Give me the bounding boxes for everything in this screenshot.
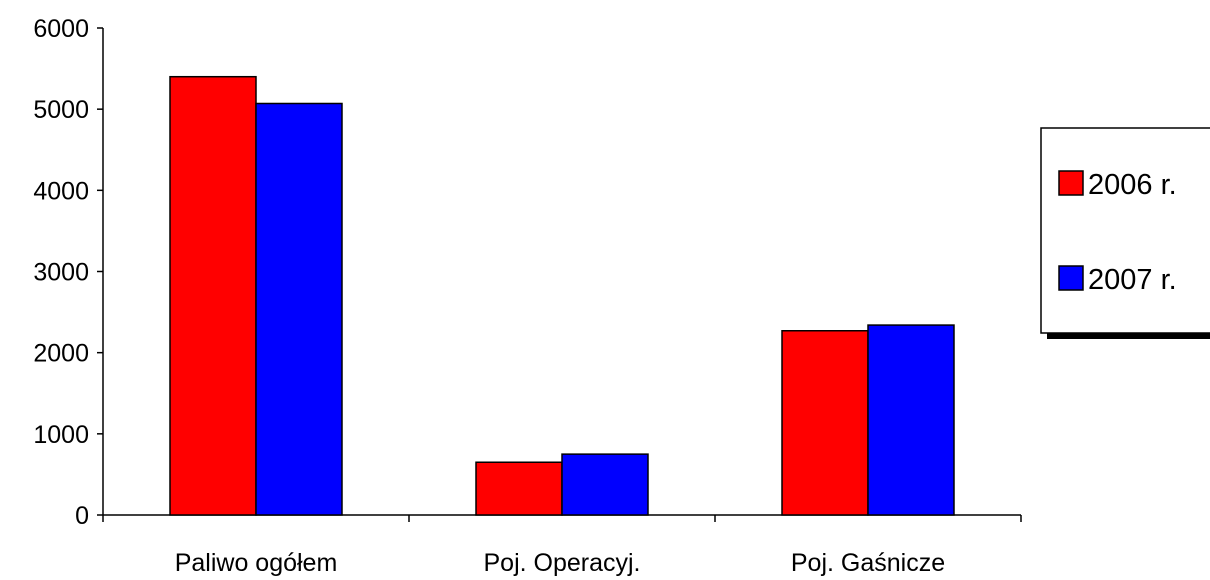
bar [561, 453, 649, 516]
legend-swatch [1058, 265, 1084, 291]
y-tick-label: 5000 [33, 96, 89, 124]
legend-label: 2006 r. [1088, 169, 1177, 201]
x-axis: Paliwo ogółem Poj. Operacyj. Poj. Gaśnicze [102, 514, 1022, 577]
y-axis: 0 1000 2000 3000 4000 5000 6000 [33, 15, 104, 530]
y-tick-label: 6000 [33, 15, 89, 43]
bar [169, 75, 257, 516]
y-tick-label: 1000 [33, 421, 89, 449]
x-tick-label: Poj. Operacyj. [483, 549, 640, 577]
legend-label: 2007 r. [1088, 264, 1177, 296]
bars [169, 75, 955, 516]
y-tick-label: 0 [75, 502, 89, 530]
legend-box [1040, 127, 1210, 334]
y-tick-label: 2000 [33, 340, 89, 368]
y-tick-label: 3000 [33, 259, 89, 287]
legend: 2006 r. 2007 r. [1040, 127, 1210, 339]
bar [867, 324, 955, 516]
x-tick-label: Paliwo ogółem [175, 549, 338, 577]
bar [255, 102, 343, 516]
x-tick-label: Poj. Gaśnicze [791, 549, 945, 577]
bar [475, 461, 563, 516]
bar [781, 330, 869, 516]
y-tick-label: 4000 [33, 177, 89, 205]
legend-swatch [1058, 170, 1084, 196]
